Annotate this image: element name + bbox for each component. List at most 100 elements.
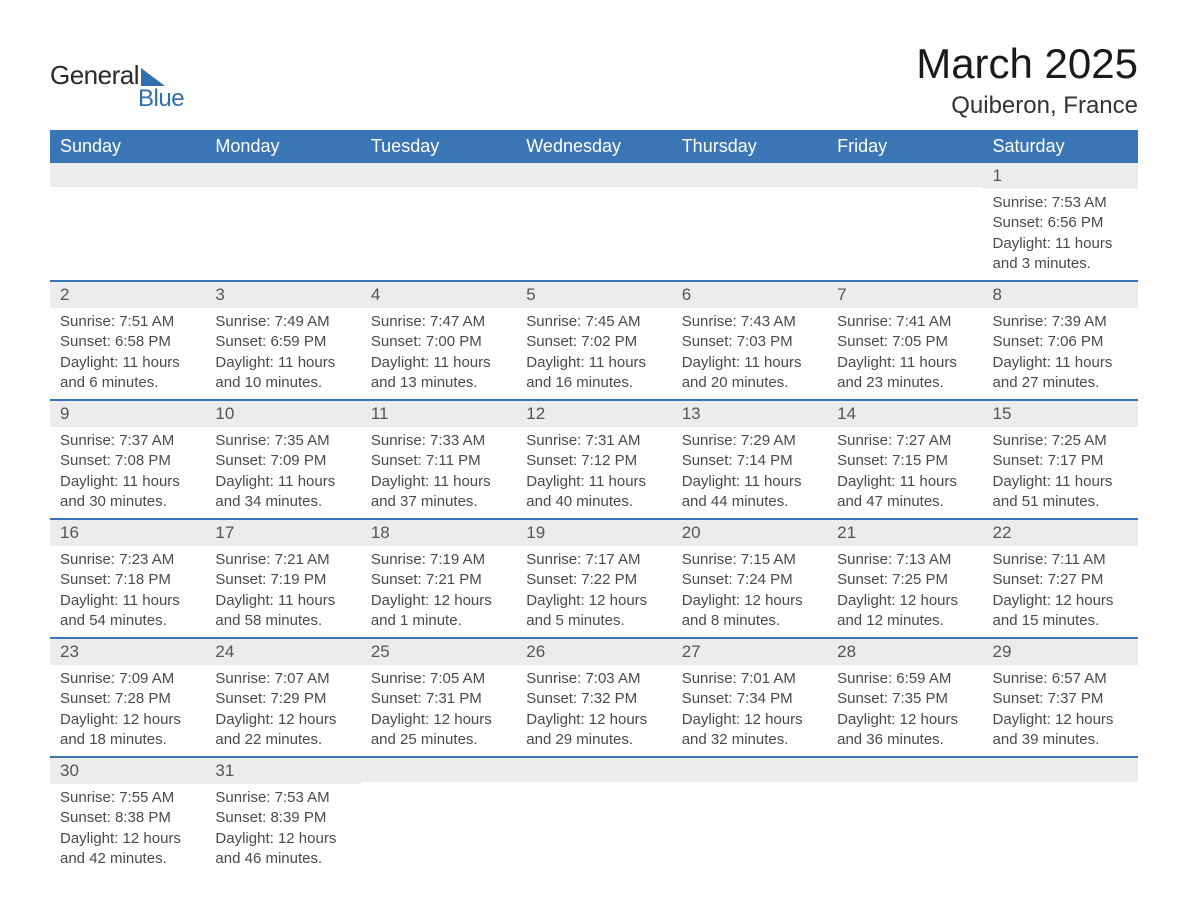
header: General Blue March 2025 Quiberon, France — [50, 40, 1138, 120]
logo-text-blue: Blue — [138, 85, 184, 113]
day-number: 12 — [516, 401, 671, 427]
day-number: 15 — [983, 401, 1138, 427]
day-number: 2 — [50, 282, 205, 308]
daylight-text: Daylight: 11 hours and 6 minutes. — [60, 353, 195, 394]
daylight-text: Daylight: 11 hours and 27 minutes. — [993, 353, 1128, 394]
calendar-week-row: 23Sunrise: 7:09 AMSunset: 7:28 PMDayligh… — [50, 638, 1138, 757]
calendar-table: Sunday Monday Tuesday Wednesday Thursday… — [50, 130, 1138, 875]
day-number: 16 — [50, 520, 205, 546]
calendar-day-cell: 29Sunrise: 6:57 AMSunset: 7:37 PMDayligh… — [983, 638, 1138, 757]
daylight-text: Daylight: 12 hours and 39 minutes. — [993, 710, 1128, 751]
daylight-text: Daylight: 11 hours and 40 minutes. — [526, 472, 661, 513]
day-number: 7 — [827, 282, 982, 308]
day-number — [516, 758, 671, 782]
sunrise-text: Sunrise: 7:07 AM — [215, 669, 350, 689]
calendar-day-cell: 19Sunrise: 7:17 AMSunset: 7:22 PMDayligh… — [516, 519, 671, 638]
sunset-text: Sunset: 7:32 PM — [526, 689, 661, 709]
day-details: Sunrise: 7:23 AMSunset: 7:18 PMDaylight:… — [50, 546, 205, 637]
daylight-text: Daylight: 11 hours and 20 minutes. — [682, 353, 817, 394]
sunrise-text: Sunrise: 7:45 AM — [526, 312, 661, 332]
sunset-text: Sunset: 7:09 PM — [215, 451, 350, 471]
sunset-text: Sunset: 7:22 PM — [526, 570, 661, 590]
day-number: 24 — [205, 639, 360, 665]
day-details: Sunrise: 7:45 AMSunset: 7:02 PMDaylight:… — [516, 308, 671, 399]
day-number: 17 — [205, 520, 360, 546]
sunrise-text: Sunrise: 6:57 AM — [993, 669, 1128, 689]
sunset-text: Sunset: 6:56 PM — [993, 213, 1128, 233]
day-details: Sunrise: 7:21 AMSunset: 7:19 PMDaylight:… — [205, 546, 360, 637]
daylight-text: Daylight: 11 hours and 47 minutes. — [837, 472, 972, 513]
daylight-text: Daylight: 12 hours and 42 minutes. — [60, 829, 195, 870]
title-block: March 2025 Quiberon, France — [916, 40, 1138, 120]
weekday-header: Tuesday — [361, 130, 516, 163]
day-details — [672, 782, 827, 862]
day-number: 6 — [672, 282, 827, 308]
sunrise-text: Sunrise: 7:01 AM — [682, 669, 817, 689]
day-number — [672, 163, 827, 187]
daylight-text: Daylight: 12 hours and 8 minutes. — [682, 591, 817, 632]
daylight-text: Daylight: 12 hours and 32 minutes. — [682, 710, 817, 751]
day-number: 23 — [50, 639, 205, 665]
calendar-week-row: 2Sunrise: 7:51 AMSunset: 6:58 PMDaylight… — [50, 281, 1138, 400]
day-details: Sunrise: 7:41 AMSunset: 7:05 PMDaylight:… — [827, 308, 982, 399]
day-number: 26 — [516, 639, 671, 665]
day-number: 10 — [205, 401, 360, 427]
sunrise-text: Sunrise: 7:19 AM — [371, 550, 506, 570]
day-number: 20 — [672, 520, 827, 546]
day-number: 31 — [205, 758, 360, 784]
day-details: Sunrise: 7:05 AMSunset: 7:31 PMDaylight:… — [361, 665, 516, 756]
day-details: Sunrise: 7:19 AMSunset: 7:21 PMDaylight:… — [361, 546, 516, 637]
day-number — [361, 758, 516, 782]
calendar-day-cell — [827, 757, 982, 875]
daylight-text: Daylight: 11 hours and 3 minutes. — [993, 234, 1128, 275]
daylight-text: Daylight: 11 hours and 30 minutes. — [60, 472, 195, 513]
day-number: 4 — [361, 282, 516, 308]
day-number: 14 — [827, 401, 982, 427]
calendar-day-cell — [983, 757, 1138, 875]
day-number: 21 — [827, 520, 982, 546]
sunset-text: Sunset: 7:25 PM — [837, 570, 972, 590]
daylight-text: Daylight: 12 hours and 1 minute. — [371, 591, 506, 632]
sunset-text: Sunset: 7:03 PM — [682, 332, 817, 352]
day-number — [672, 758, 827, 782]
day-details: Sunrise: 7:13 AMSunset: 7:25 PMDaylight:… — [827, 546, 982, 637]
sunrise-text: Sunrise: 7:35 AM — [215, 431, 350, 451]
sunrise-text: Sunrise: 7:31 AM — [526, 431, 661, 451]
sunrise-text: Sunrise: 7:11 AM — [993, 550, 1128, 570]
day-details — [361, 782, 516, 862]
day-details: Sunrise: 7:09 AMSunset: 7:28 PMDaylight:… — [50, 665, 205, 756]
calendar-day-cell: 22Sunrise: 7:11 AMSunset: 7:27 PMDayligh… — [983, 519, 1138, 638]
day-number — [983, 758, 1138, 782]
day-number: 19 — [516, 520, 671, 546]
sunrise-text: Sunrise: 7:53 AM — [215, 788, 350, 808]
calendar-day-cell: 28Sunrise: 6:59 AMSunset: 7:35 PMDayligh… — [827, 638, 982, 757]
calendar-day-cell: 24Sunrise: 7:07 AMSunset: 7:29 PMDayligh… — [205, 638, 360, 757]
daylight-text: Daylight: 12 hours and 5 minutes. — [526, 591, 661, 632]
sunrise-text: Sunrise: 7:23 AM — [60, 550, 195, 570]
day-details — [983, 782, 1138, 862]
calendar-day-cell: 23Sunrise: 7:09 AMSunset: 7:28 PMDayligh… — [50, 638, 205, 757]
sunset-text: Sunset: 7:24 PM — [682, 570, 817, 590]
day-number: 13 — [672, 401, 827, 427]
calendar-day-cell — [827, 163, 982, 281]
calendar-week-row: 30Sunrise: 7:55 AMSunset: 8:38 PMDayligh… — [50, 757, 1138, 875]
sunrise-text: Sunrise: 7:29 AM — [682, 431, 817, 451]
day-number: 18 — [361, 520, 516, 546]
day-number: 29 — [983, 639, 1138, 665]
daylight-text: Daylight: 11 hours and 10 minutes. — [215, 353, 350, 394]
sunset-text: Sunset: 7:11 PM — [371, 451, 506, 471]
sunset-text: Sunset: 7:06 PM — [993, 332, 1128, 352]
day-details — [827, 782, 982, 862]
sunrise-text: Sunrise: 7:09 AM — [60, 669, 195, 689]
day-number — [827, 163, 982, 187]
day-number — [827, 758, 982, 782]
weekday-header: Monday — [205, 130, 360, 163]
day-number: 25 — [361, 639, 516, 665]
sunset-text: Sunset: 7:05 PM — [837, 332, 972, 352]
day-number: 5 — [516, 282, 671, 308]
sunset-text: Sunset: 7:00 PM — [371, 332, 506, 352]
day-details: Sunrise: 7:25 AMSunset: 7:17 PMDaylight:… — [983, 427, 1138, 518]
day-details: Sunrise: 7:37 AMSunset: 7:08 PMDaylight:… — [50, 427, 205, 518]
weekday-header: Sunday — [50, 130, 205, 163]
calendar-week-row: 1Sunrise: 7:53 AMSunset: 6:56 PMDaylight… — [50, 163, 1138, 281]
